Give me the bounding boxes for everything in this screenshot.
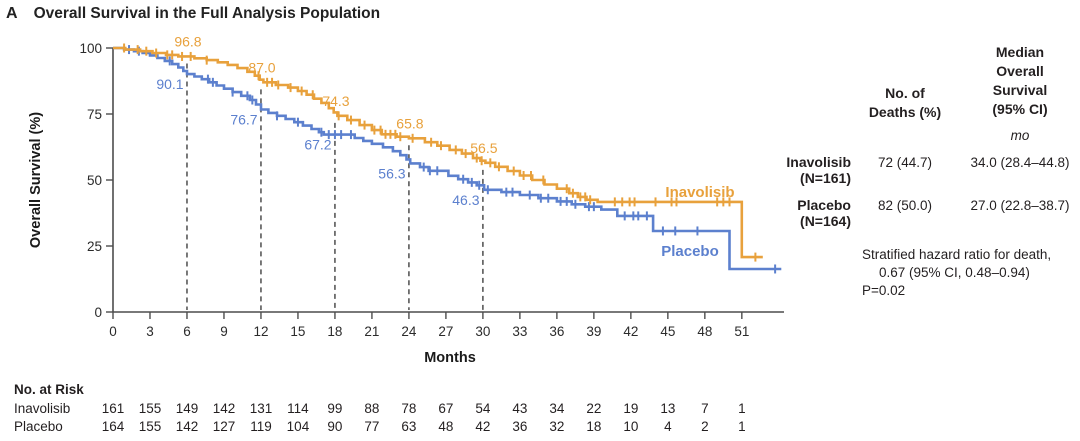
x-tick-label: 24 <box>401 324 417 339</box>
x-tick-label: 15 <box>290 324 305 339</box>
series-label-placebo: Placebo <box>661 243 719 260</box>
risk-count: 36 <box>512 419 528 434</box>
risk-count: 149 <box>175 401 199 416</box>
landmark-label-placebo: 76.7 <box>230 112 257 128</box>
risk-count: 1 <box>738 401 746 416</box>
x-tick-label: 0 <box>109 324 117 339</box>
risk-count: 63 <box>401 419 417 434</box>
y-tick-label: 25 <box>87 239 102 254</box>
deaths-placebo: 82 (50.0) <box>877 198 933 213</box>
risk-count: 90 <box>327 419 343 434</box>
median-placebo: 27.0 (22.8–38.7) <box>970 198 1070 213</box>
unit-label: mo <box>1010 128 1030 143</box>
landmark-label-placebo: 90.1 <box>156 76 183 92</box>
risk-count: 142 <box>212 401 236 416</box>
risk-count: 164 <box>101 419 125 434</box>
median-inavolisib: 34.0 (28.4–44.8) <box>970 155 1070 170</box>
x-tick-label: 39 <box>586 324 601 339</box>
reference-lines <box>186 63 484 310</box>
y-tick-label: 75 <box>87 107 102 122</box>
y-tick-label: 0 <box>94 305 102 320</box>
figure-title-text: Overall Survival in the Full Analysis Po… <box>33 5 381 22</box>
km-curve-inavolisib <box>113 46 763 259</box>
y-tick-label: 50 <box>87 173 102 188</box>
risk-row-inavolisib: Inavolisib 161 155 149 142 131 114 99 88 78 67 54 4… <box>0 401 1080 418</box>
km-curve-placebo <box>113 46 782 271</box>
panel-letter: A <box>6 5 18 22</box>
row-label-placebo: Placebo (N=164) <box>797 197 851 229</box>
x-tick-label: 9 <box>220 324 228 339</box>
x-tick-label: 27 <box>438 324 453 339</box>
risk-count: 119 <box>250 419 272 434</box>
risk-count: 34 <box>549 401 565 416</box>
x-tick-label: 36 <box>549 324 564 339</box>
risk-count: 43 <box>512 401 528 416</box>
x-tick-label: 18 <box>327 324 342 339</box>
risk-count: 18 <box>586 419 602 434</box>
risk-count: 104 <box>286 419 310 434</box>
landmark-label-placebo: 56.3 <box>378 165 405 181</box>
risk-count: 114 <box>287 401 309 416</box>
risk-count: 54 <box>475 401 491 416</box>
risk-count: 19 <box>623 401 639 416</box>
landmark-label-inavolisib: 87.0 <box>248 59 275 75</box>
risk-count: 42 <box>475 419 491 434</box>
risk-count: 48 <box>438 419 454 434</box>
risk-count: 131 <box>249 401 273 416</box>
x-tick-label: 51 <box>734 324 749 339</box>
risk-count: 155 <box>138 401 162 416</box>
annotations: 96.8 87.0 74.3 65.8 56.5 90.1 76.7 67.2 56.3 46.3… <box>156 33 734 260</box>
landmark-label-inavolisib: 56.5 <box>470 140 497 156</box>
risk-row-placebo: Placebo 164 155 142 127 119 104 90 77 63 48 42 36 32… <box>0 419 1080 436</box>
figure-title: A Overall Survival in the Full Analysis P… <box>6 5 380 23</box>
x-axis-title: Months <box>424 350 476 366</box>
landmark-label-inavolisib: 96.8 <box>174 33 201 49</box>
deaths-column-header: No. of Deaths (%) <box>868 85 942 120</box>
x-tick-label: 33 <box>512 324 527 339</box>
x-tick-label: 6 <box>183 324 191 339</box>
risk-table-heading: No. at Risk <box>14 382 84 397</box>
risk-count: 155 <box>138 419 162 434</box>
risk-count: 13 <box>660 401 676 416</box>
risk-count: 88 <box>364 401 380 416</box>
deaths-inavolisib: 72 (44.7) <box>877 155 933 170</box>
y-tick-label: 100 <box>79 41 102 56</box>
x-tick-label: 12 <box>253 324 268 339</box>
x-tick-label: 30 <box>475 324 490 339</box>
risk-count: 142 <box>175 419 199 434</box>
y-axis-title: Overall Survival (%) <box>28 112 44 248</box>
landmark-label-placebo: 46.3 <box>452 192 479 208</box>
risk-count: 2 <box>701 419 709 434</box>
x-tick-label: 45 <box>660 324 675 339</box>
x-tick-label: 21 <box>364 324 379 339</box>
x-tick-label: 3 <box>146 324 154 339</box>
series-label-inavolisib: Inavolisib <box>665 184 734 201</box>
risk-count: 127 <box>212 419 236 434</box>
risk-count: 4 <box>664 419 672 434</box>
km-chart: Overall Survival (%) Months 0 25 50 75 100 0 3… <box>28 33 784 366</box>
risk-count: 32 <box>549 419 565 434</box>
landmark-label-placebo: 67.2 <box>304 137 331 153</box>
landmark-label-inavolisib: 74.3 <box>322 93 349 109</box>
x-tick-label: 48 <box>697 324 712 339</box>
risk-count: 77 <box>364 419 380 434</box>
risk-count: 99 <box>327 401 343 416</box>
risk-count: 22 <box>586 401 602 416</box>
row-label-inavolisib: Inavolisib (N=161) <box>786 154 851 186</box>
risk-count: 7 <box>701 401 709 416</box>
landmark-label-inavolisib: 65.8 <box>396 115 423 131</box>
risk-count: 1 <box>738 419 746 434</box>
hazard-ratio-footnote: Stratified hazard ratio for death, 0.67 … <box>862 247 1052 298</box>
risk-count: 67 <box>438 401 454 416</box>
survival-curves <box>113 43 782 274</box>
median-column-header: Median Overall Survival (95% CI) <box>992 44 1048 117</box>
risk-count: 10 <box>623 419 639 434</box>
risk-count: 161 <box>101 401 125 416</box>
risk-count: 78 <box>401 401 417 416</box>
x-tick-label: 42 <box>623 324 638 339</box>
